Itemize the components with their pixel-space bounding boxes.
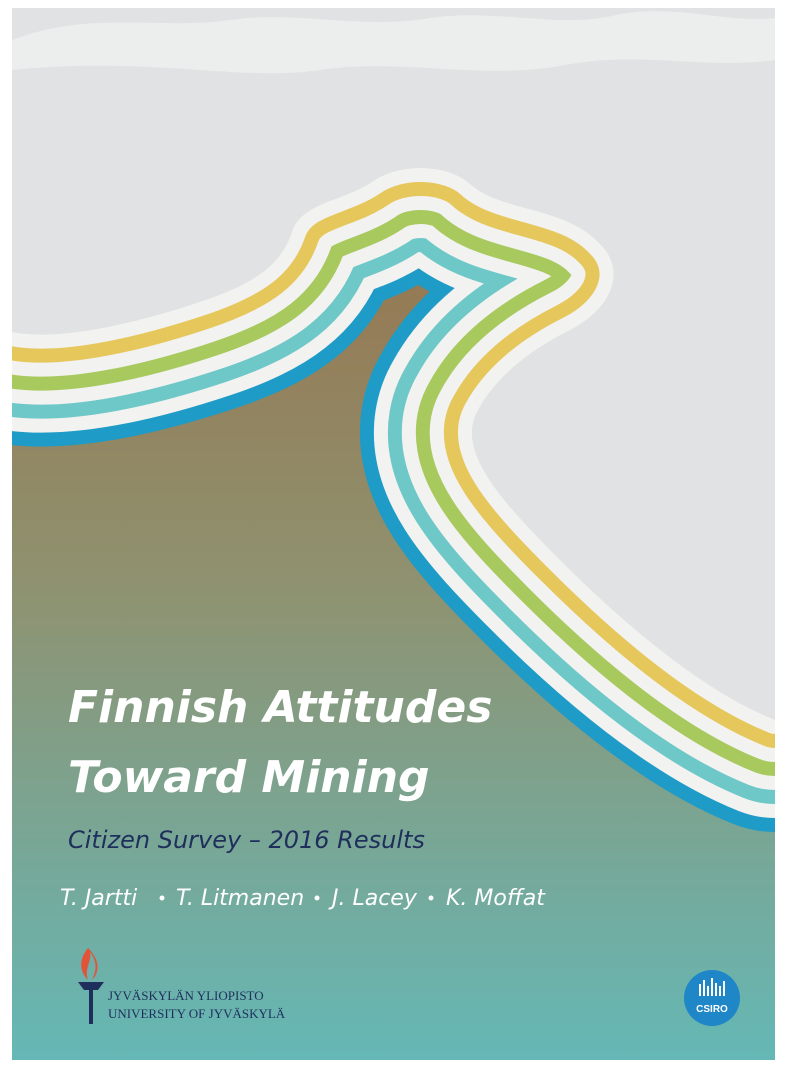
page: Finnish Attitudes Toward Mining Citizen … [0,0,785,1067]
author: K. Moffat [446,886,546,911]
university-name: JYVÄSKYLÄN YLIOPISTO [108,988,264,1003]
title-line: Finnish Attitudes [68,682,492,733]
csiro-logo: CSIRO [684,970,740,1026]
csiro-label: CSIRO [696,1004,728,1015]
author: J. Lacey [328,886,418,911]
title-line: Toward Mining [68,752,430,803]
cover: Finnish Attitudes Toward Mining Citizen … [0,0,785,1067]
separator [429,896,434,901]
university-name: UNIVERSITY OF JYVÄSKYLÄ [108,1006,286,1021]
separator [315,896,320,901]
separator [160,896,165,901]
subtitle: Citizen Survey – 2016 Results [68,826,425,854]
author: T. Jartti [60,886,137,911]
author: T. Litmanen [176,886,304,911]
